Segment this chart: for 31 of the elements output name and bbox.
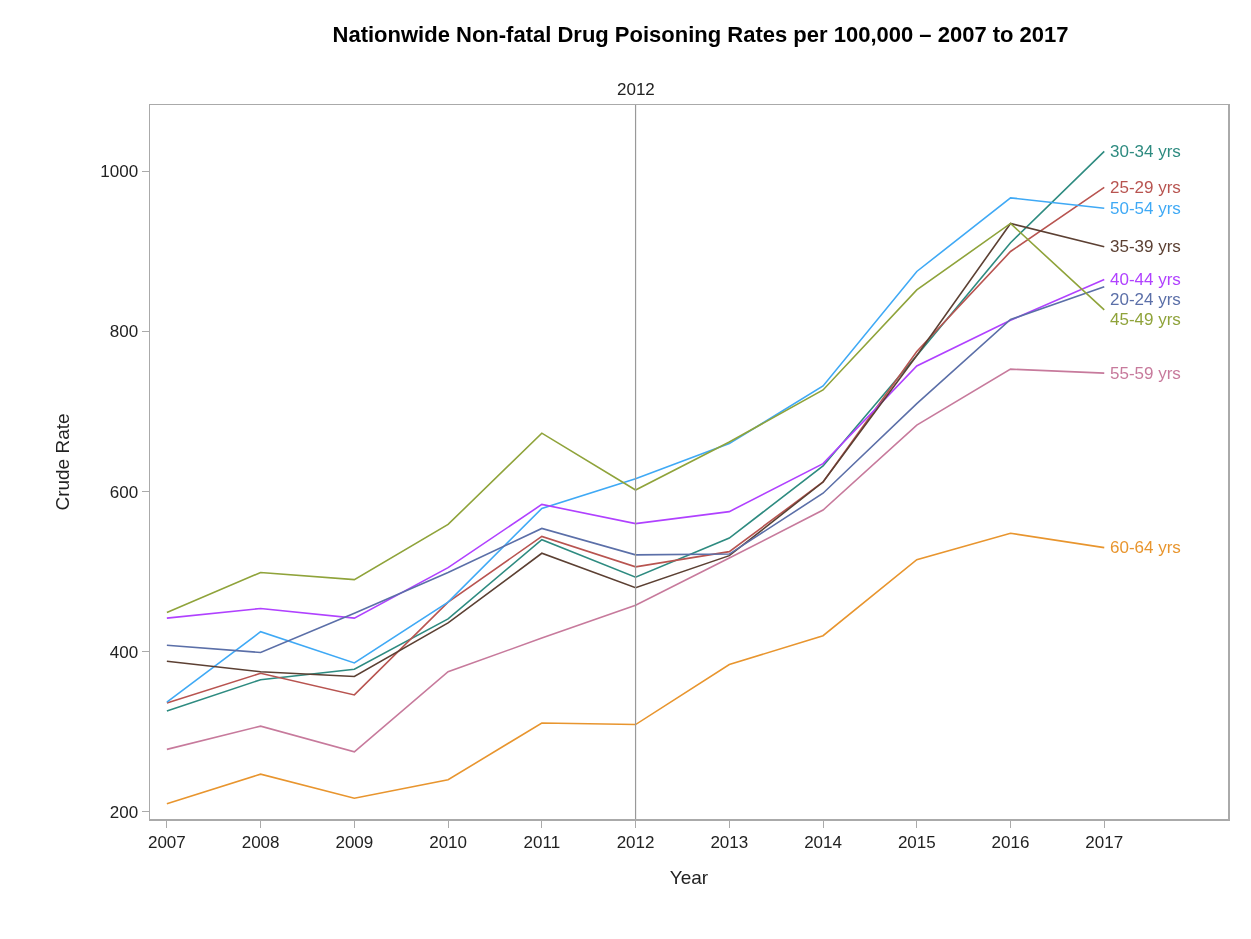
series-label: 25-29 yrs (1110, 178, 1181, 197)
y-axis-title: Crude Rate (52, 413, 74, 511)
series-label: 20-24 yrs (1110, 290, 1181, 309)
x-tick-label: 2009 (335, 832, 374, 852)
series-label: 35-39 yrs (1110, 237, 1181, 256)
series-label: 40-44 yrs (1110, 270, 1181, 289)
series-label: 55-59 yrs (1110, 364, 1181, 383)
chart-title: Nationwide Non-fatal Drug Poisoning Rates per 100,000 – 2007 to 2017 (332, 21, 1069, 47)
x-axis-title: Year (669, 867, 709, 889)
series-label: 60-64 yrs (1110, 538, 1181, 557)
x-tick-label: 2015 (897, 832, 936, 852)
x-tick-label: 2010 (429, 832, 467, 852)
x-tick-label: 2016 (991, 832, 1030, 852)
line-series (166, 532, 1106, 805)
series-label: 45-49 yrs (1110, 310, 1181, 329)
x-tick-label: 2011 (523, 832, 561, 852)
x-tick-label: 2012 (616, 832, 655, 852)
x-tick-label: 2007 (147, 832, 186, 852)
y-tick-label: 800 (109, 322, 139, 342)
x-tick-label: 2017 (1085, 832, 1124, 852)
y-tick-label: 1000 (100, 162, 139, 182)
series-label: 30-34 yrs (1110, 142, 1181, 161)
series-label: 50-54 yrs (1110, 199, 1181, 218)
y-tick-label: 400 (109, 642, 139, 662)
x-tick-label: 2013 (710, 832, 749, 852)
x-tick-label: 2008 (241, 832, 280, 852)
ref-line-label: 2012 (617, 80, 655, 99)
y-tick-label: 200 (109, 802, 139, 822)
y-tick-label: 600 (109, 482, 139, 502)
line-series (166, 368, 1106, 753)
x-tick-label: 2014 (804, 832, 842, 852)
